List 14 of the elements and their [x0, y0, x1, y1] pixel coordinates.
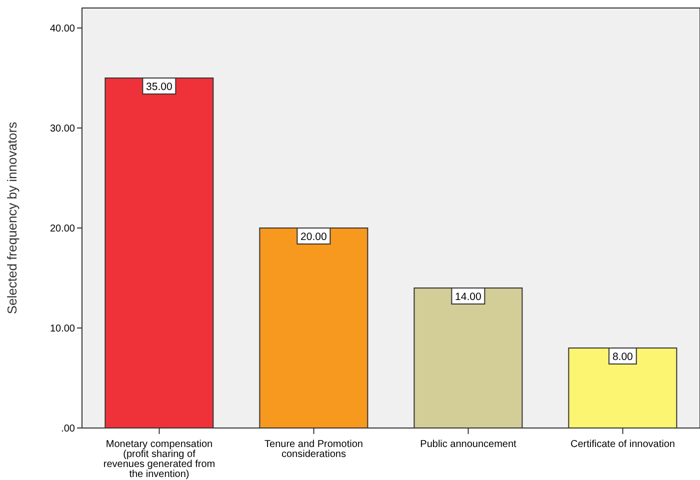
y-tick-label: 30.00: [50, 124, 76, 135]
data-label: 8.00: [612, 351, 634, 363]
y-axis-title: Selected frequency by innovators: [4, 121, 20, 314]
data-label: 14.00: [455, 291, 482, 303]
y-tick-label: .00: [61, 424, 76, 435]
x-tick-label: Monetary compensation (profit sharing of revenues generated from the invention): [103, 439, 216, 480]
data-label: 35.00: [146, 81, 172, 93]
y-tick-label: 40.00: [50, 24, 76, 35]
y-tick-label: 10.00: [50, 324, 76, 335]
x-tick-label: Certificate of innovation: [570, 439, 676, 450]
x-tick-label: Public announcement: [420, 439, 517, 450]
y-tick-label: 20.00: [50, 224, 76, 235]
x-tick-label: Tenure and Promotion considerations: [264, 439, 363, 460]
data-label: 20.00: [300, 231, 327, 243]
